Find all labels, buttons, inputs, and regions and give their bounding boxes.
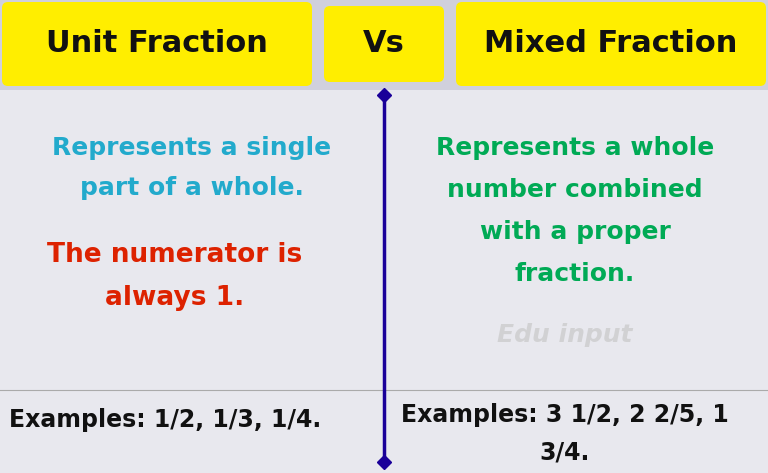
FancyBboxPatch shape [2, 2, 312, 86]
Text: Edu input: Edu input [497, 323, 633, 347]
FancyBboxPatch shape [324, 6, 444, 82]
Text: Mixed Fraction: Mixed Fraction [485, 29, 738, 59]
Text: Represents a whole: Represents a whole [436, 136, 714, 160]
Text: The numerator is: The numerator is [48, 242, 303, 268]
Text: Examples: 3 1/2, 2 2/5, 1: Examples: 3 1/2, 2 2/5, 1 [401, 403, 729, 427]
Text: Unit Fraction: Unit Fraction [46, 29, 268, 59]
Text: with a proper: with a proper [479, 220, 670, 244]
FancyBboxPatch shape [0, 0, 768, 90]
Text: fraction.: fraction. [515, 262, 635, 286]
FancyBboxPatch shape [456, 2, 766, 86]
Text: part of a whole.: part of a whole. [80, 176, 304, 200]
Text: Vs: Vs [363, 29, 405, 59]
Text: always 1.: always 1. [105, 285, 245, 311]
Text: Represents a single: Represents a single [52, 136, 332, 160]
Text: 3/4.: 3/4. [540, 440, 590, 464]
Text: Examples: 1/2, 1/3, 1/4.: Examples: 1/2, 1/3, 1/4. [9, 408, 321, 432]
Text: number combined: number combined [447, 178, 703, 202]
